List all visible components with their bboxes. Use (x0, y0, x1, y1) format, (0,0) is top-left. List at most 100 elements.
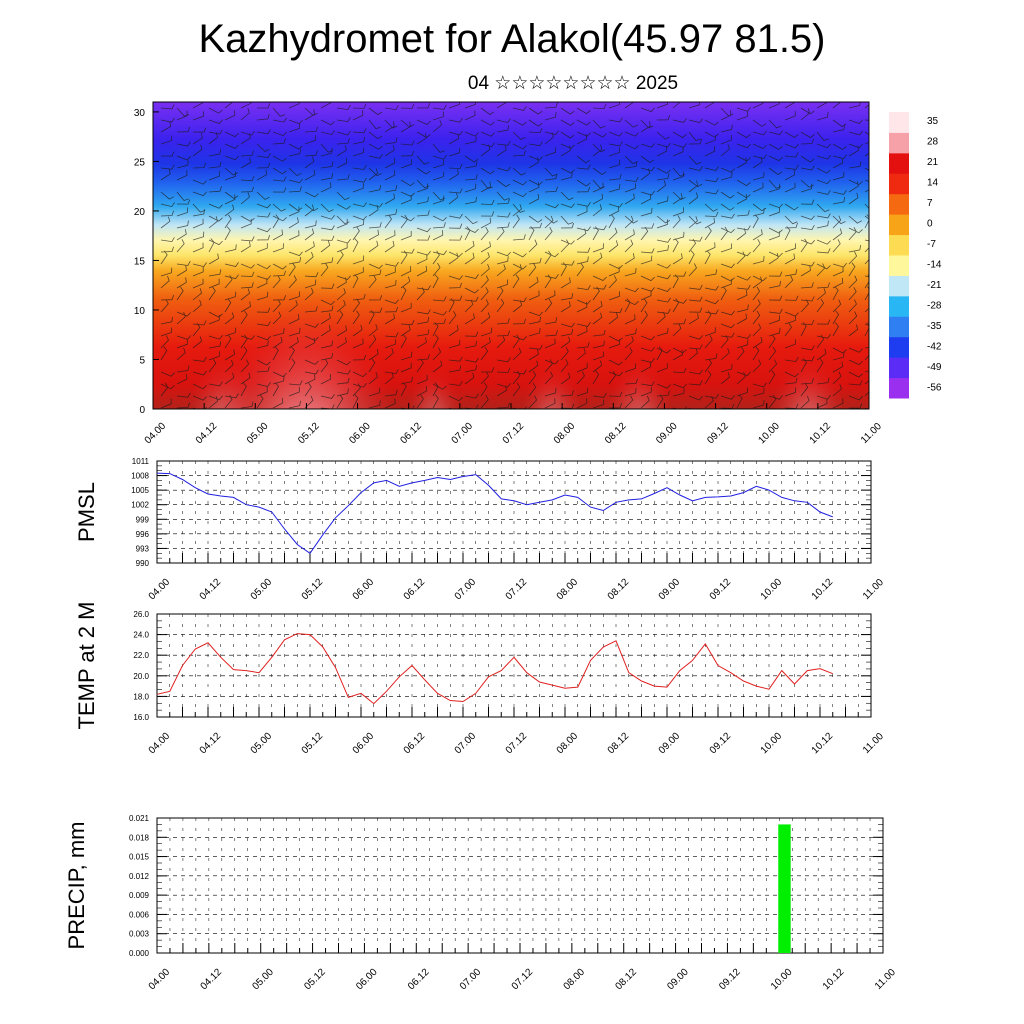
wind-barb (592, 243, 604, 253)
wind-barb (576, 107, 591, 115)
x-tick-label: 10.12 (821, 966, 847, 992)
wind-barb (784, 169, 796, 181)
wind-barb (176, 277, 187, 289)
wind-barb (640, 168, 651, 181)
wind-barb (752, 346, 760, 361)
wind-barb (368, 240, 379, 253)
wind-barb (400, 194, 412, 205)
wind-barb (704, 242, 716, 253)
wind-barb (768, 251, 783, 257)
wind-barb (224, 312, 235, 325)
wind-barb (160, 202, 175, 208)
wind-barb (384, 348, 394, 361)
wind-barb (800, 282, 814, 289)
wind-barb (272, 270, 286, 277)
x-tick-label: 05.00 (249, 576, 275, 602)
wind-barb (176, 107, 190, 117)
wind-barb (624, 328, 637, 337)
wind-barb (416, 329, 430, 337)
wind-barb (448, 130, 463, 136)
wind-barb (560, 403, 575, 409)
wind-barb (192, 278, 204, 289)
y-tick-label: 1008 (131, 472, 149, 481)
wind-barb (208, 341, 222, 349)
wind-barb (384, 209, 398, 217)
wind-barb (480, 327, 493, 337)
wind-barb (512, 191, 527, 198)
x-tick-label: 10.00 (769, 966, 795, 992)
wind-barb (560, 215, 574, 225)
wind-barb (784, 253, 796, 265)
wind-barb (160, 275, 170, 289)
wind-barb (240, 192, 250, 205)
wind-barb (352, 338, 364, 349)
wind-barb (208, 396, 219, 409)
wind-barb (224, 298, 232, 313)
wind-barb (592, 119, 606, 129)
wind-barb (560, 390, 574, 397)
wind-barb (192, 266, 204, 277)
wind-barb (240, 372, 251, 385)
wind-barb (816, 167, 831, 174)
wind-barb (432, 111, 445, 121)
wind-barb (208, 171, 220, 181)
wind-barb (496, 191, 510, 201)
colorbar-label: -14 (927, 260, 942, 271)
wind-barb (256, 169, 268, 181)
wind-barb (624, 387, 637, 397)
wind-barb (560, 322, 575, 328)
wind-barb (208, 215, 223, 222)
wind-barb (304, 228, 315, 241)
wind-barb (672, 192, 683, 205)
x-tick-label: 06.12 (402, 576, 428, 602)
wind-barb (512, 347, 522, 361)
wind-barb (592, 275, 607, 281)
wind-barb (528, 182, 540, 193)
wind-barb (480, 227, 489, 241)
wind-barb (320, 299, 335, 306)
wind-barb (848, 130, 863, 136)
wind-barb (240, 359, 250, 373)
wind-barb (464, 372, 475, 385)
wind-barb (416, 358, 424, 373)
wind-barb (256, 321, 271, 327)
wind-barb (704, 335, 713, 349)
wind-barb (704, 177, 719, 183)
wind-barb (640, 207, 653, 217)
wind-barb (560, 191, 574, 201)
wind-barb (160, 316, 173, 325)
wind-barb (656, 245, 670, 253)
wind-barb (480, 287, 489, 301)
wind-barb (304, 135, 316, 145)
wind-barb (256, 153, 271, 159)
colorbar-label: 35 (927, 116, 939, 127)
wind-barb (560, 203, 575, 208)
wind-barb (624, 176, 639, 182)
wind-barb (368, 153, 383, 159)
wind-barb (384, 240, 395, 253)
wind-barb (384, 261, 399, 267)
wind-barb (288, 251, 303, 257)
wind-barb (464, 331, 479, 337)
wind-barb (432, 104, 447, 110)
wind-barb (160, 383, 175, 390)
wind-barb (576, 326, 588, 337)
wind-barb (368, 184, 381, 193)
wind-barb (592, 143, 606, 153)
wind-barb (288, 327, 301, 337)
wind-barb (272, 375, 285, 385)
x-tick-label: 08.00 (555, 730, 581, 756)
wind-barb (624, 239, 634, 253)
wind-barb (368, 324, 378, 337)
wind-barb (624, 155, 638, 165)
y-tick-label: 0 (139, 405, 145, 416)
wind-barb (256, 359, 271, 366)
wind-barb (256, 291, 269, 301)
y-tick-label: 993 (136, 544, 150, 553)
wind-barb (272, 117, 287, 123)
wind-barb (304, 369, 319, 375)
wind-barb (352, 238, 359, 253)
wind-barb (448, 310, 457, 325)
wind-barb (320, 373, 332, 385)
wind-barb (720, 372, 731, 385)
